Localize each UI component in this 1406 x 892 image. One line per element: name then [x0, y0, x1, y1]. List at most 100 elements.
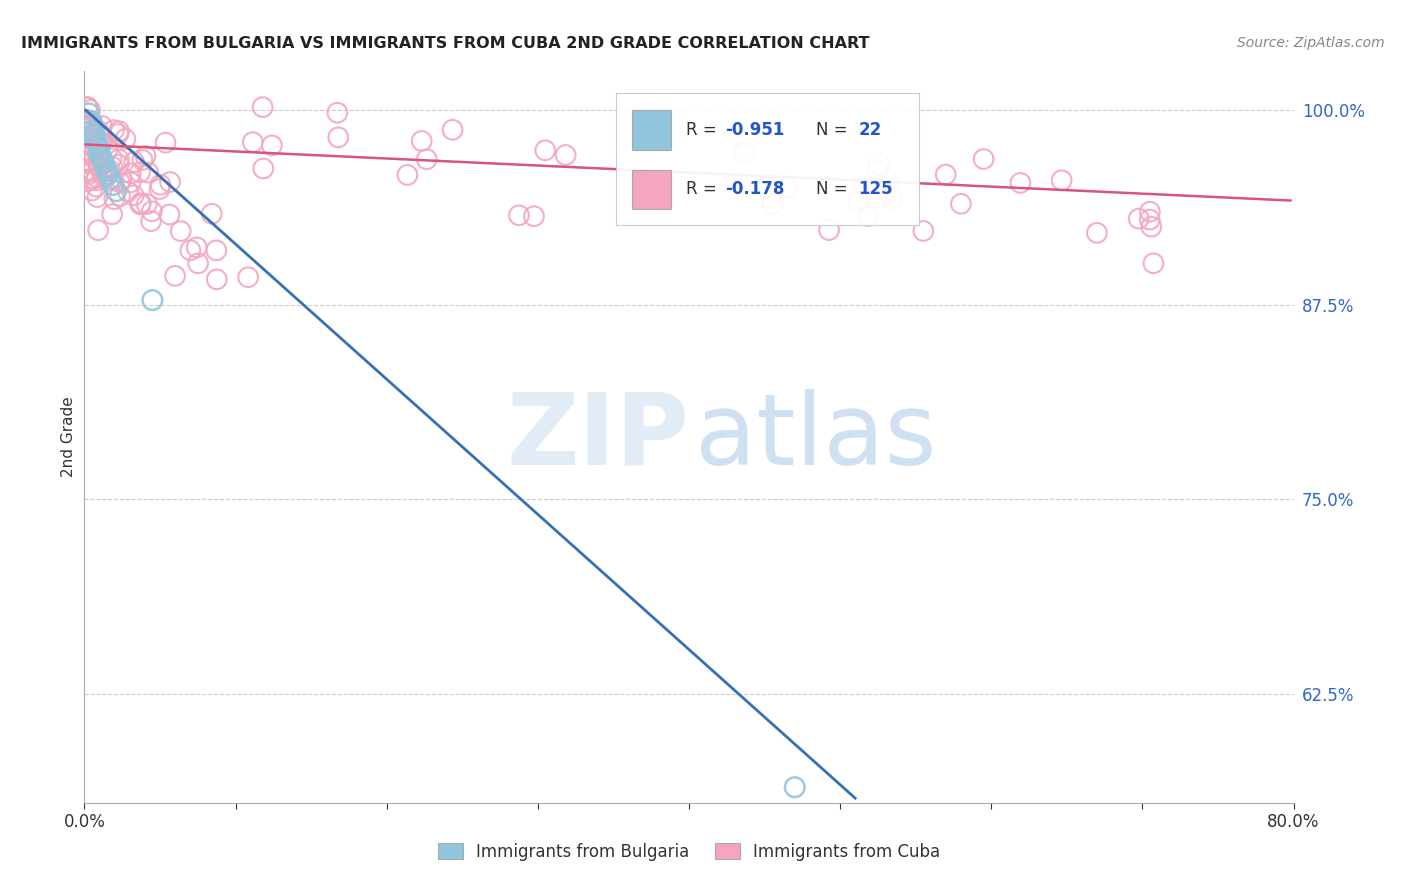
Point	[1085, 226, 1108, 240]
Point	[86, 136, 108, 150]
Point	[187, 256, 209, 270]
Point	[86, 154, 108, 169]
Point	[880, 192, 903, 206]
Point	[877, 175, 900, 189]
Point	[80, 117, 103, 131]
Point	[76, 174, 98, 188]
Point	[77, 167, 100, 181]
Point	[87, 123, 110, 137]
Point	[107, 127, 129, 141]
Point	[411, 134, 433, 148]
Point	[141, 293, 163, 307]
Point	[101, 160, 124, 174]
Point	[108, 158, 131, 172]
Point	[131, 153, 153, 167]
Point	[252, 100, 274, 114]
Point	[108, 124, 131, 138]
Point	[80, 114, 103, 128]
Point	[87, 223, 110, 237]
Text: R =: R =	[686, 180, 721, 198]
Point	[86, 170, 108, 185]
Point	[79, 121, 101, 136]
Point	[76, 100, 98, 114]
Point	[87, 139, 110, 153]
Point	[76, 130, 98, 145]
Point	[101, 207, 124, 221]
Point	[949, 196, 972, 211]
Point	[141, 204, 163, 219]
Point	[523, 209, 546, 223]
Point	[82, 127, 104, 141]
Point	[76, 135, 98, 149]
Text: 22: 22	[858, 121, 882, 139]
Point	[76, 112, 98, 127]
Point	[84, 173, 107, 187]
Point	[754, 180, 776, 194]
Point	[776, 180, 799, 194]
Point	[858, 209, 880, 223]
Point	[96, 164, 118, 178]
Point	[912, 224, 935, 238]
Point	[875, 184, 897, 198]
Point	[76, 100, 98, 114]
Point	[935, 168, 957, 182]
Point	[328, 130, 350, 145]
Point	[86, 190, 108, 204]
Point	[114, 132, 136, 146]
Point	[170, 224, 193, 238]
Point	[96, 143, 118, 157]
Point	[186, 240, 208, 254]
Point	[129, 196, 152, 211]
Text: 125: 125	[858, 180, 893, 198]
Point	[252, 161, 274, 176]
Point	[101, 178, 124, 192]
Point	[87, 150, 110, 164]
Point	[508, 208, 530, 222]
Point	[79, 103, 101, 117]
Point	[783, 780, 806, 795]
Point	[236, 270, 259, 285]
Point	[82, 146, 104, 161]
Point	[107, 153, 129, 167]
Point	[396, 168, 419, 182]
Point	[89, 150, 111, 164]
Point	[139, 214, 162, 228]
FancyBboxPatch shape	[631, 111, 671, 150]
Text: N =: N =	[815, 180, 853, 198]
Point	[148, 182, 170, 196]
Point	[136, 166, 159, 180]
Point	[79, 114, 101, 128]
Point	[179, 244, 201, 258]
Point	[108, 189, 131, 203]
Point	[87, 159, 110, 173]
Point	[534, 144, 557, 158]
Point	[205, 272, 228, 286]
Point	[93, 156, 115, 170]
Point	[103, 123, 125, 137]
Point	[76, 165, 98, 179]
Point	[98, 163, 121, 178]
Point	[82, 137, 104, 152]
Point	[94, 161, 117, 175]
Point	[973, 152, 995, 166]
Text: Source: ZipAtlas.com: Source: ZipAtlas.com	[1237, 36, 1385, 50]
Point	[1139, 212, 1161, 227]
Point	[89, 161, 111, 175]
Text: ZIP: ZIP	[506, 389, 689, 485]
Point	[91, 131, 114, 145]
Point	[82, 119, 104, 133]
Point	[76, 156, 98, 170]
Point	[201, 207, 224, 221]
Point	[868, 158, 890, 172]
Point	[80, 171, 103, 186]
Point	[80, 123, 103, 137]
Point	[86, 179, 108, 194]
Point	[108, 175, 131, 189]
Point	[80, 172, 103, 186]
Point	[135, 197, 157, 211]
Point	[77, 128, 100, 143]
Point	[103, 192, 125, 206]
Text: atlas: atlas	[695, 389, 936, 485]
Point	[76, 134, 98, 148]
Point	[91, 119, 114, 133]
